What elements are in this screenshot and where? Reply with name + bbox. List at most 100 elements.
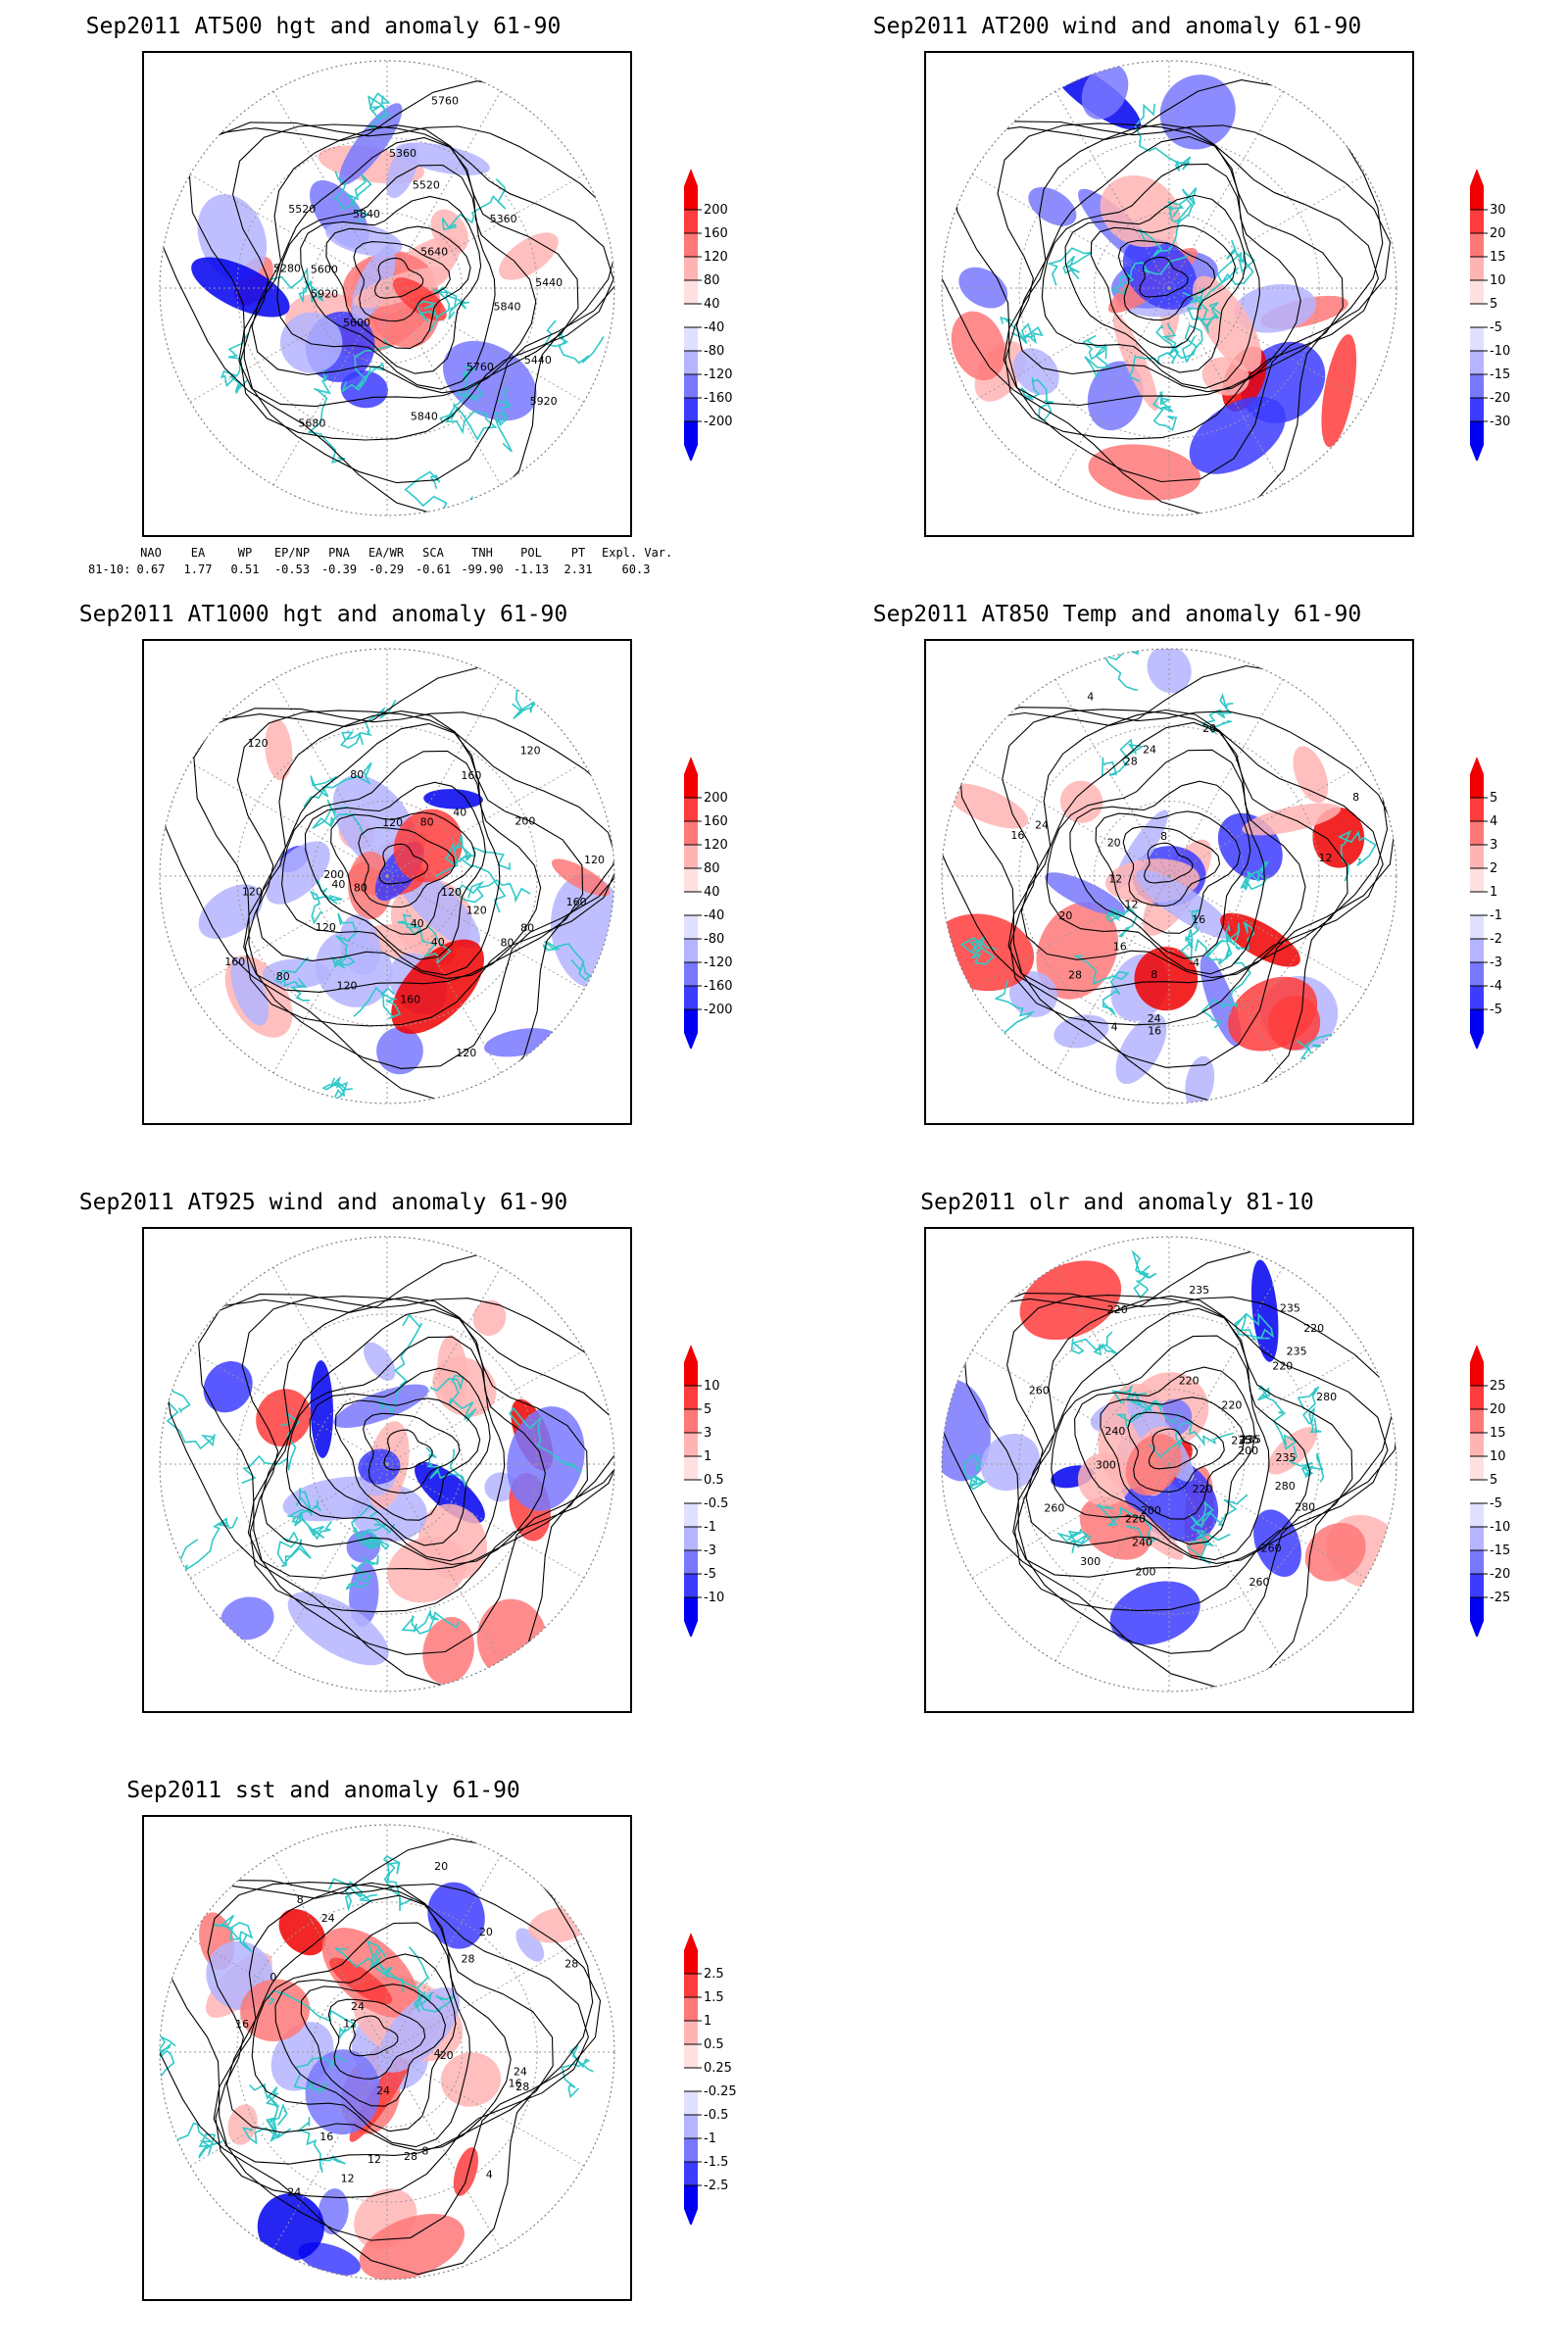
indices-value-8: -1.13	[513, 563, 550, 576]
coastline	[293, 1488, 333, 1541]
anomaly-region	[1136, 869, 1235, 940]
colorbar-segment	[684, 1527, 698, 1550]
contour-label: 220	[1193, 1483, 1213, 1495]
contour-label: 280	[1295, 1501, 1315, 1514]
indices-value-7: -99.90	[461, 563, 504, 576]
colorbar-bottom-arrow	[684, 1621, 698, 1637]
panel-title: Sep2011 AT1000 hgt and anomaly 61-90	[78, 602, 568, 627]
colorbar-segment	[684, 304, 698, 327]
coastline	[1000, 317, 1044, 345]
meridian-line	[189, 287, 388, 403]
meridian-line	[1054, 1463, 1170, 1662]
map-frame: 5920 5840 5760 5680 5600 5520 5440 5360 5280 5840…	[142, 51, 632, 537]
anomaly-region	[386, 142, 418, 199]
meridian-line	[189, 875, 388, 991]
meridian-line	[386, 1937, 585, 2053]
contour-label: 220	[1272, 1359, 1293, 1372]
colorbar-segment	[1470, 186, 1484, 210]
coastline	[1189, 1494, 1249, 1532]
colorbar-label: -5	[1490, 1003, 1502, 1017]
colorbar-label: 10	[704, 1379, 720, 1394]
contour-line	[330, 811, 476, 935]
anomaly-region	[951, 311, 1005, 381]
coastline	[1020, 376, 1055, 421]
colorbar-label: 40	[704, 885, 720, 900]
colorbar-label: -10	[704, 1591, 724, 1605]
coastline	[1337, 829, 1377, 882]
anomaly-region	[358, 1448, 401, 1485]
meridian-line	[971, 173, 1170, 289]
colorbar-label: -5	[1490, 1496, 1502, 1511]
map-boundary	[941, 648, 1397, 1104]
colorbar-segment	[1470, 986, 1484, 1009]
anomaly-region	[227, 2104, 258, 2145]
colorbar-top-arrow	[684, 1345, 698, 1362]
colorbar-label: 20	[1490, 226, 1506, 241]
contour-line	[349, 2015, 399, 2057]
anomaly-region	[1088, 444, 1201, 501]
colorbar-label: 5	[704, 1402, 711, 1417]
indices-header-3: EP/NP	[273, 546, 311, 560]
contour-label: 4	[486, 2169, 493, 2181]
coastline	[432, 286, 470, 320]
contour-label: 200	[323, 868, 344, 881]
contour-line	[300, 1984, 447, 2107]
meridian-line	[1054, 1266, 1170, 1465]
anomaly-region	[1312, 807, 1365, 868]
colorbar-segment	[1470, 233, 1484, 257]
colorbar-segment	[1470, 821, 1484, 845]
coastline	[174, 2122, 223, 2159]
meridian-line	[1168, 173, 1367, 289]
colorbar: 25 20 15 10 5 -5 -10 -15 -20 -25	[1470, 1345, 1510, 1637]
contour-label: 12	[1125, 898, 1139, 910]
colorbar-label: 40	[704, 297, 720, 312]
coastline	[333, 171, 372, 223]
anomaly-region	[279, 312, 343, 373]
colorbar-segment	[684, 915, 698, 939]
contour-line	[953, 121, 1392, 483]
colorbar-segment	[684, 374, 698, 398]
contour-label: 80	[520, 921, 534, 934]
colorbar-label: -160	[704, 979, 733, 994]
coastline	[1155, 323, 1203, 364]
colorbar-segment	[684, 2115, 698, 2138]
coastline	[321, 1075, 353, 1103]
colorbar-segment	[684, 1997, 698, 2021]
colorbar-segment	[684, 398, 698, 421]
contour-label: 120	[520, 745, 541, 758]
coastline	[303, 761, 372, 808]
colorbar-label: -80	[704, 932, 724, 947]
colorbar-segment	[1470, 1409, 1484, 1433]
contour-label: 160	[461, 769, 481, 782]
meridian-line	[386, 1463, 585, 1579]
indices-header-10: Expl. Var.	[602, 546, 673, 560]
colorbar-segment	[684, 1433, 698, 1456]
anomaly-region	[1185, 1055, 1215, 1103]
contour-label: 120	[466, 905, 487, 917]
anomaly-region	[484, 1028, 557, 1057]
map-frame: 28 24 24 20 16 12 24 20 16 12 28 8 4 0 4 8 12 16 20 24 24 28 2…	[142, 1815, 632, 2301]
indices-value-1: 1.77	[183, 563, 213, 576]
anomaly-region	[1125, 1434, 1182, 1495]
meridian-line	[386, 1349, 585, 1465]
contour-label: 40	[431, 936, 445, 949]
anomaly-region	[1028, 186, 1077, 226]
colorbar-segment	[1470, 892, 1484, 915]
contour-label: 24	[514, 2065, 527, 2078]
meridian-line	[386, 1266, 502, 1465]
colorbar: 5 4 3 2 1 -1 -2 -3 -4 -5	[1470, 757, 1502, 1049]
anomaly-region	[391, 939, 484, 1035]
contour-label: 5600	[311, 264, 338, 276]
contour-label: 5760	[431, 95, 459, 108]
meridian-line	[971, 875, 1170, 991]
colorbar-segment	[684, 892, 698, 915]
colorbar-label: 2.5	[704, 1967, 724, 1982]
panel-at1000: Sep2011 AT1000 hgt and anomaly 61-90 80 1…	[0, 588, 784, 1137]
colorbar-segment	[684, 257, 698, 280]
panel-olr: Sep2011 olr and anomaly 81-10 280 220 235 2…	[784, 1176, 1568, 1725]
colorbar-segment	[684, 280, 698, 304]
coastline	[310, 879, 343, 925]
colorbar-label: -20	[1490, 391, 1510, 406]
contour-label: 12	[368, 2153, 381, 2166]
meridian-line	[386, 2051, 502, 2250]
